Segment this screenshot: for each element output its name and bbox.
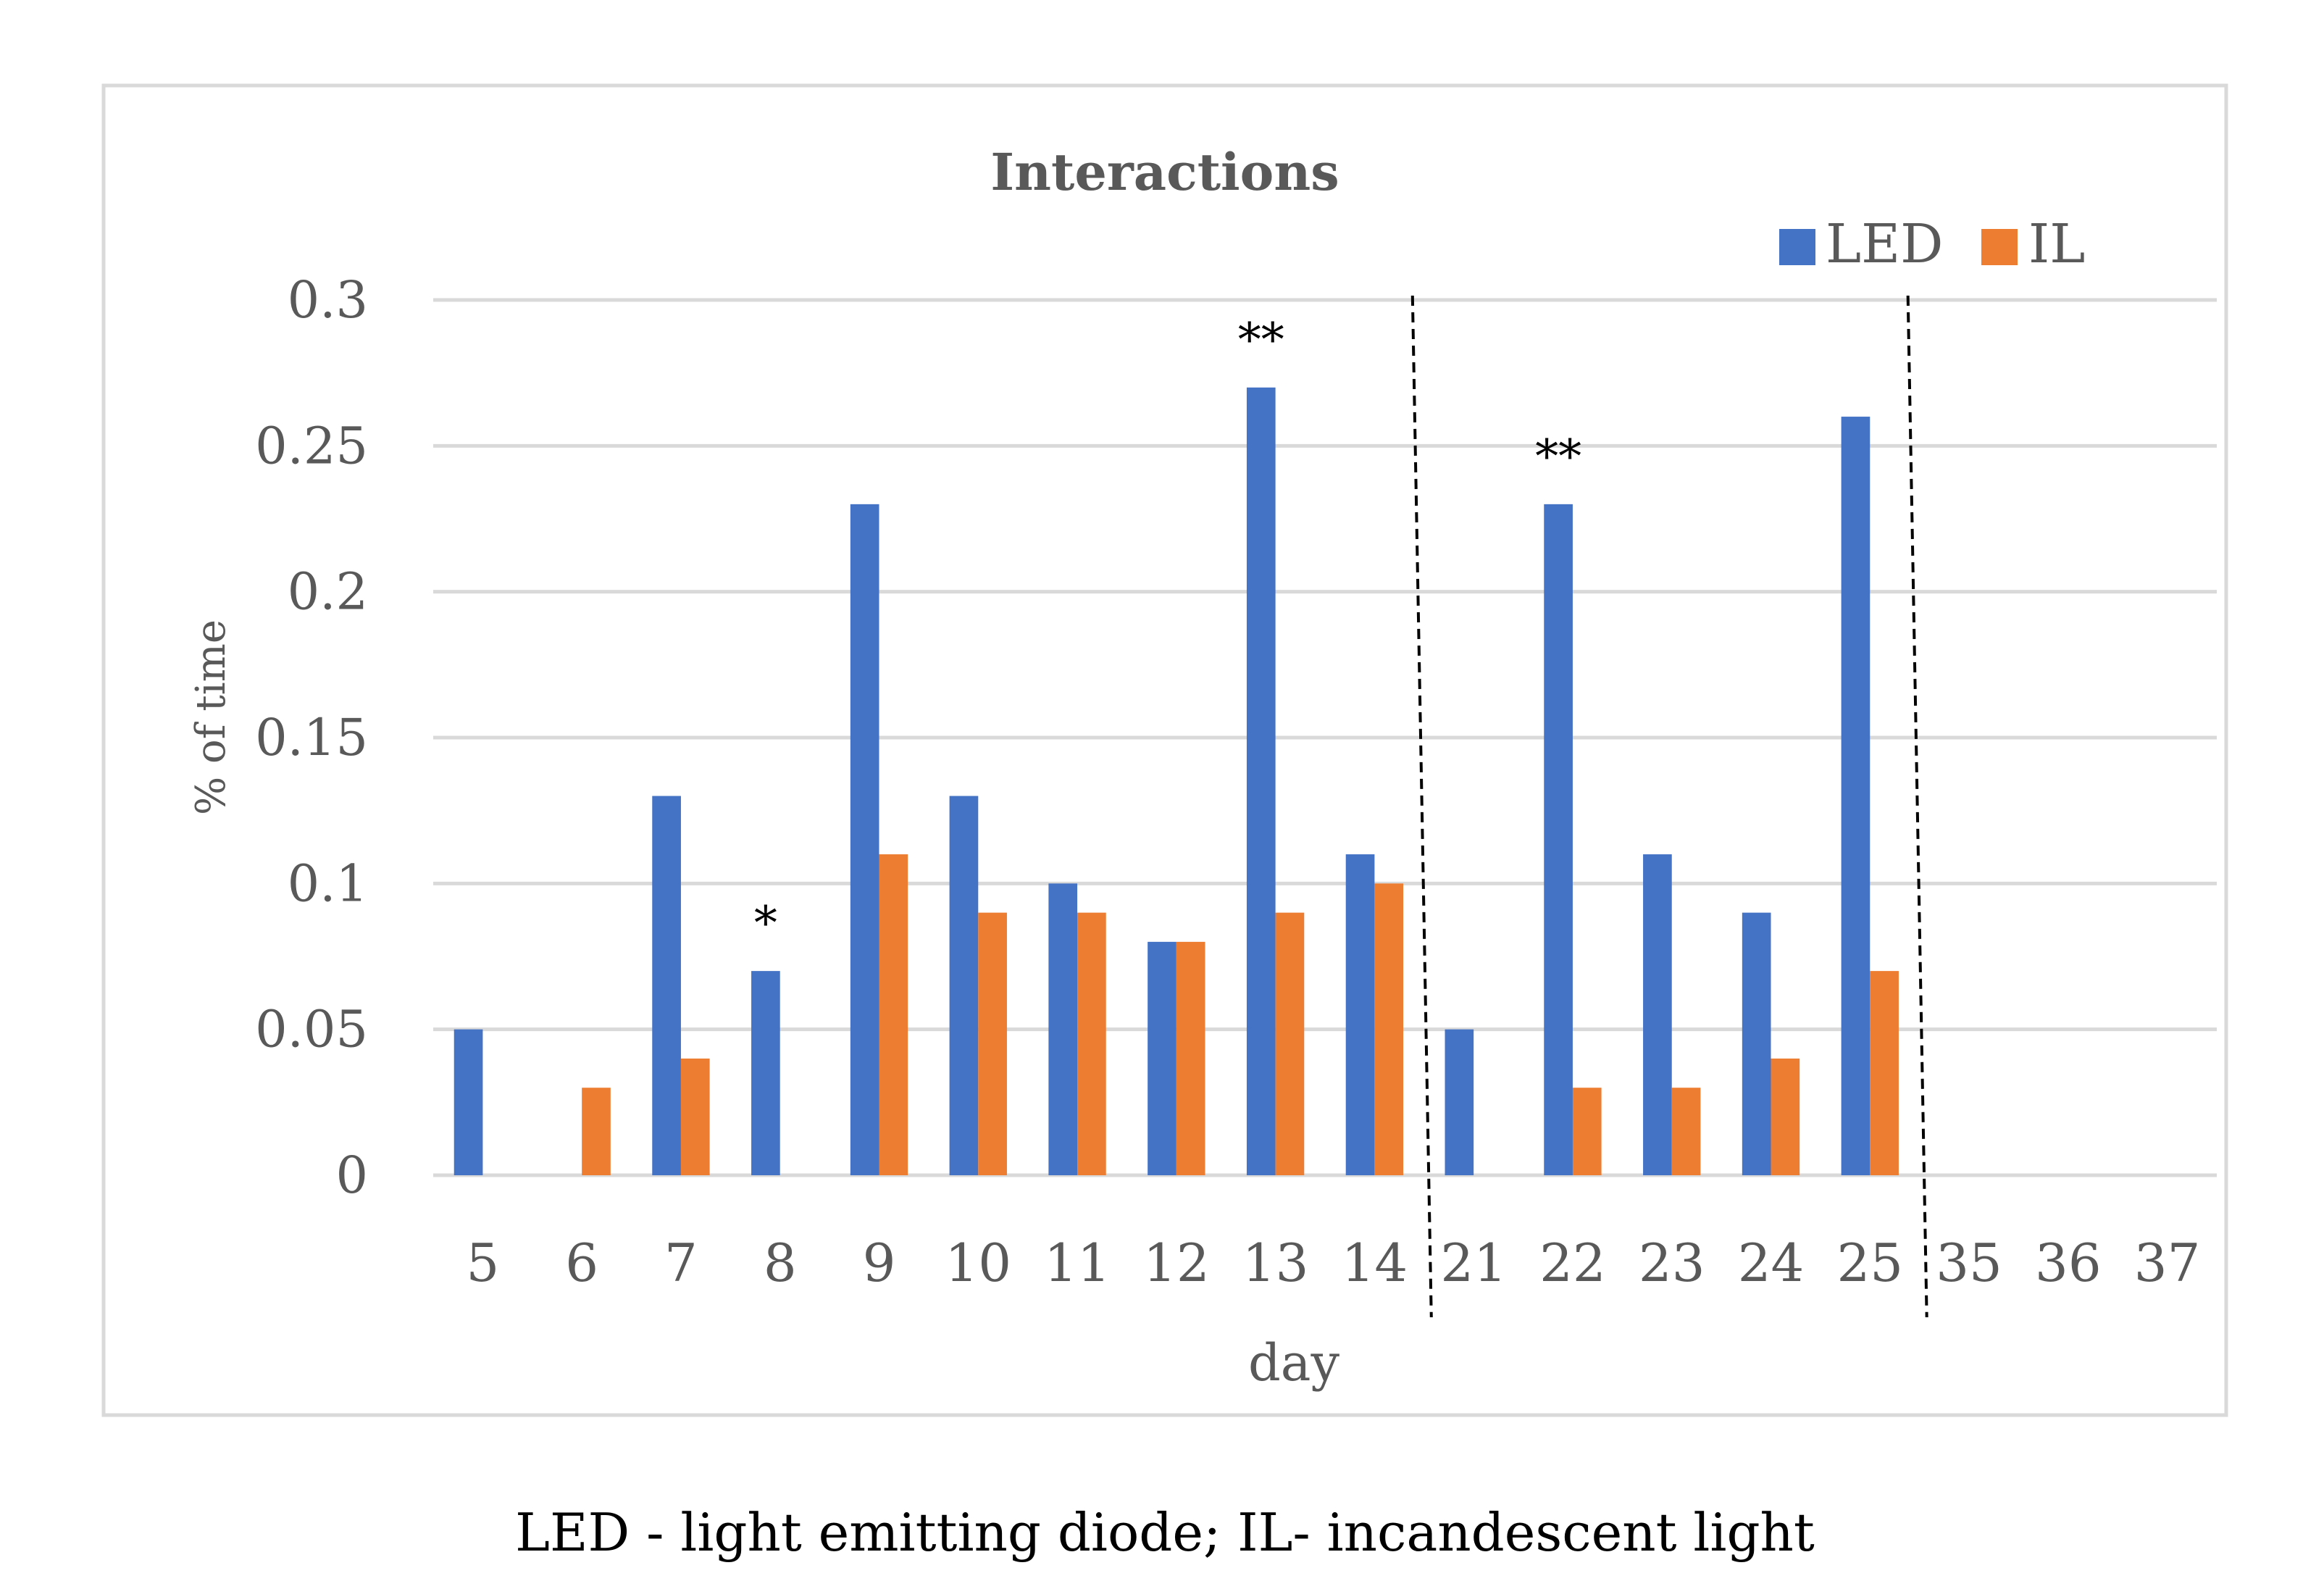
legend-label-il: IL	[2028, 213, 2085, 275]
bar-led-day-12	[1148, 941, 1176, 1175]
bar-il-day-23	[1671, 1088, 1701, 1175]
gridlines	[433, 298, 2217, 1177]
bar-led-day-8	[751, 971, 780, 1175]
significance-marker: **	[1238, 314, 1284, 367]
y-tick-label: 0	[335, 1146, 368, 1205]
x-tick-label: 6	[565, 1232, 598, 1293]
x-tick-label: 9	[863, 1232, 896, 1293]
bar-il-day-11	[1077, 912, 1106, 1175]
x-tick-label: 35	[1936, 1232, 2002, 1293]
y-tick-label: 0.05	[255, 1000, 368, 1059]
x-tick-label: 25	[1836, 1232, 1903, 1293]
x-tick-label: 8	[764, 1232, 797, 1293]
legend: LED IL	[1779, 213, 2085, 275]
bar-il-day-9	[879, 854, 908, 1175]
bar-led-day-13	[1246, 387, 1276, 1175]
bar-led-day-21	[1445, 1029, 1474, 1175]
y-tick-label: 0.1	[288, 854, 368, 913]
bar-led-day-7	[652, 796, 681, 1175]
bars	[453, 387, 1899, 1175]
x-tick-label: 13	[1242, 1232, 1309, 1293]
x-tick-label: 36	[2035, 1232, 2102, 1293]
x-tick-label: 14	[1342, 1232, 1408, 1293]
x-tick-label: 37	[2134, 1232, 2201, 1293]
bar-il-day-10	[978, 912, 1007, 1175]
bar-led-day-24	[1742, 912, 1771, 1175]
y-tick-label: 0.3	[288, 270, 368, 330]
bar-il-day-13	[1275, 912, 1305, 1175]
bar-il-day-24	[1771, 1058, 1800, 1175]
bar-led-day-11	[1048, 883, 1078, 1175]
significance-marker: **	[1535, 430, 1581, 484]
y-axis-label: % of time	[188, 620, 235, 815]
x-tick-label: 24	[1738, 1232, 1805, 1293]
bar-led-day-22	[1544, 504, 1573, 1175]
legend-label-led: LED	[1826, 213, 1944, 275]
y-axis-ticks: 0 0.05 0.1 0.15 0.2 0.25 0.3	[255, 270, 368, 1205]
chart-frame	[101, 83, 2228, 1417]
bar-led-day-9	[850, 504, 879, 1175]
bar-il-day-6	[582, 1088, 611, 1175]
y-tick-label: 0.15	[255, 708, 368, 767]
bar-il-day-7	[680, 1058, 710, 1175]
bar-il-day-12	[1176, 941, 1205, 1175]
x-tick-label: 12	[1143, 1232, 1210, 1293]
annotations: *****	[754, 314, 1581, 951]
dashed-divider	[1410, 295, 1433, 1318]
bar-il-day-25	[1870, 971, 1899, 1175]
y-tick-label: 0.25	[255, 416, 368, 475]
dashed-divider	[1906, 295, 1928, 1318]
chart-title: Interactions	[990, 142, 1339, 202]
x-tick-label: 23	[1639, 1232, 1705, 1293]
bar-led-day-5	[453, 1029, 483, 1175]
x-tick-label: 21	[1440, 1232, 1507, 1293]
bar-led-day-25	[1841, 417, 1871, 1175]
x-axis-ticks: 5 6 7 8 9 10 11 12 13 14 21 22 23 24 25 35 36 37	[466, 1232, 2200, 1293]
bar-il-day-22	[1572, 1088, 1602, 1175]
legend-swatch-led	[1779, 229, 1815, 265]
bar-il-day-14	[1374, 883, 1404, 1175]
x-tick-label: 5	[466, 1232, 499, 1293]
bar-led-day-14	[1345, 854, 1375, 1175]
x-tick-label: 11	[1044, 1232, 1111, 1293]
significance-marker: *	[754, 897, 777, 951]
dashed-dividers	[1410, 295, 1928, 1318]
legend-swatch-il	[1981, 229, 2018, 265]
x-tick-label: 7	[664, 1232, 698, 1293]
x-tick-label: 10	[945, 1232, 1011, 1293]
x-axis-label: day	[1248, 1333, 1340, 1393]
y-tick-label: 0.2	[288, 562, 368, 622]
figure-caption: LED - light emitting diode; IL- incandes…	[515, 1502, 1815, 1563]
bar-led-day-10	[949, 796, 979, 1175]
x-tick-label: 22	[1539, 1232, 1606, 1293]
bar-led-day-23	[1643, 854, 1672, 1175]
